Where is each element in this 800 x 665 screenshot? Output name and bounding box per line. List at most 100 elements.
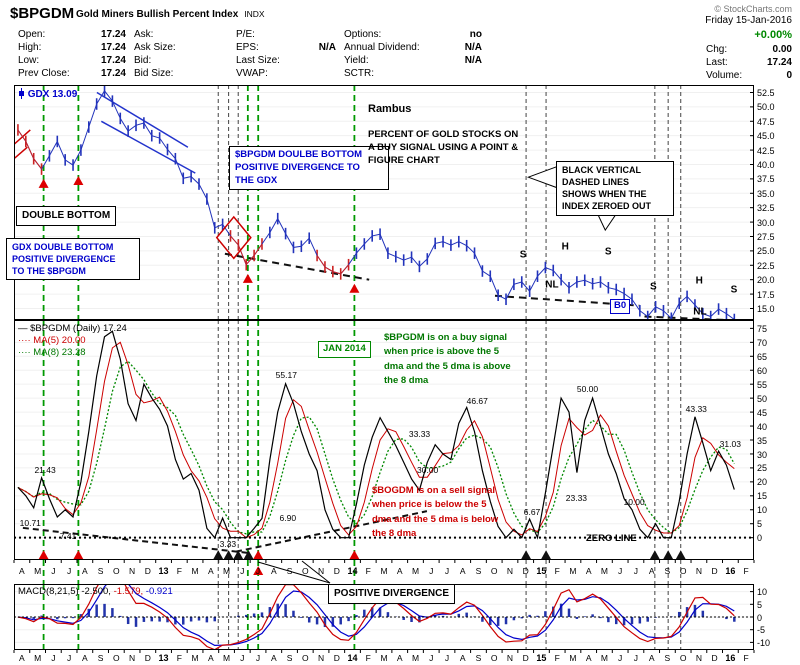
x-axis-label: S — [97, 653, 104, 663]
x-axis-label: M — [223, 653, 231, 663]
y-axis-tick: 40.0 — [757, 160, 775, 170]
jan-2014-annotation: JAN 2014 — [318, 341, 371, 358]
stat-label: Volume: — [706, 70, 743, 81]
value-label: 50.00 — [576, 384, 599, 395]
index-name: Gold Miners Bullish Percent Index INDX — [76, 9, 265, 20]
quote-label: Open: — [18, 29, 46, 40]
quote-value: 17.24 — [100, 42, 126, 53]
dotted-line-icon: ···· — [18, 335, 31, 346]
quote-value — [300, 29, 336, 40]
x-axis-label: O — [490, 653, 498, 663]
x-axis-label: J — [66, 566, 72, 576]
x-axis-label: O — [301, 566, 309, 576]
x-axis-label: N — [317, 653, 325, 663]
y-axis-tick: 17.5 — [757, 289, 775, 300]
quote-value: 17.24 — [100, 68, 126, 79]
header-stat-row: Volume: 0 — [706, 70, 792, 83]
x-axis-label: F — [176, 566, 182, 576]
x-axis-label: O — [113, 566, 120, 576]
exchange-label: INDX — [244, 9, 265, 19]
quote-value — [300, 68, 336, 79]
header-stat-row: Chg: 0.00 — [706, 44, 792, 57]
value-label: 30.00 — [417, 465, 439, 476]
y-axis-tick: 10 — [757, 587, 768, 598]
x-axis-label: S — [475, 653, 482, 663]
x-axis-label: J — [618, 566, 623, 576]
macd-legend: MACD(8,21,5) -2.500, -1.579, -0.921 — [18, 586, 173, 597]
y-axis-tick: 25.0 — [757, 246, 775, 257]
x-axis-label: F — [365, 566, 371, 576]
x-axis-label: M — [600, 653, 608, 663]
x-axis-label: A — [648, 653, 655, 663]
line-icon: — — [18, 323, 28, 334]
y-axis-tick: 15 — [757, 491, 768, 502]
y-axis-tick: 5 — [757, 599, 763, 610]
quote-label: High: — [18, 42, 42, 53]
x-axis-label: 14 — [347, 653, 358, 663]
x-axis-label: O — [679, 653, 687, 663]
quote-label: Annual Dividend: — [344, 42, 420, 53]
x-axis-label: J — [618, 653, 623, 663]
quote-label: Ask: — [134, 29, 154, 40]
quote-label: SCTR: — [344, 68, 374, 79]
x-axis-label: N — [129, 653, 136, 663]
x-axis-label: J — [255, 653, 261, 663]
x-axis-label: N — [506, 566, 514, 576]
y-axis-tick: 70 — [757, 337, 768, 348]
x-axis-label: J — [240, 653, 245, 663]
candlestick-icon — [19, 88, 24, 99]
x-axis-label: M — [223, 566, 231, 576]
quote-label: Low: — [18, 55, 40, 66]
header-stats: Chg: 0.00 Last: 17.24 Volume: 0 — [706, 44, 792, 83]
y-axis-tick: 25 — [757, 463, 768, 474]
y-axis-tick: 40 — [757, 421, 768, 432]
x-axis-label: M — [569, 653, 577, 663]
y-axis-tick: 37.5 — [757, 174, 775, 185]
y-axis-tick: 20.0 — [757, 275, 775, 286]
quote-value: 17.24 — [100, 55, 126, 66]
x-axis-label: D — [333, 566, 340, 576]
x-axis-label: D — [144, 653, 151, 663]
ma5-legend-text: MA(5) 20.00 — [33, 335, 86, 346]
y-axis-tick: 52.5 — [757, 88, 775, 98]
quote-value — [300, 55, 336, 66]
y-axis-tick: 35 — [757, 435, 768, 446]
x-axis-label: D — [711, 566, 718, 576]
x-axis-label: S — [97, 566, 104, 576]
quote-value: N/A — [318, 42, 336, 53]
x-axis-label: M — [34, 566, 42, 576]
x-axis-label: O — [301, 653, 309, 663]
x-axis-label: M — [34, 653, 42, 663]
x-axis-label: A — [82, 653, 88, 663]
pattern-label: S — [730, 284, 738, 296]
quote-label: Bid: — [134, 55, 152, 66]
quote-value: N/A — [464, 55, 482, 66]
x-axis-label: A — [207, 566, 214, 576]
x-axis-label: J — [429, 566, 434, 576]
x-axis-label: D — [522, 566, 529, 576]
bpgdm-legend-text: $BPGDM (Daily) 17.24 — [30, 323, 127, 334]
dotted-line-icon: ···· — [18, 347, 31, 358]
stat-label: Last: — [706, 57, 728, 68]
x-axis-label: 15 — [536, 653, 547, 663]
y-axis-tick: 60 — [757, 365, 768, 376]
x-axis-label: M — [411, 653, 420, 663]
y-axis-tick: 45 — [757, 407, 768, 418]
y-axis-tick: 27.5 — [757, 232, 775, 242]
stat-value: 0 — [786, 70, 792, 81]
pattern-label: S — [519, 249, 527, 261]
pattern-label: S — [650, 281, 657, 293]
pattern-label: S — [604, 246, 612, 258]
macd-value-1: -2.500, — [81, 586, 111, 597]
x-axis-label: N — [317, 566, 325, 576]
x-axis-label: A — [270, 566, 277, 576]
x-axis-label: D — [144, 566, 151, 576]
macd-value-2: -1.579, — [113, 586, 144, 597]
pattern-label: NL — [693, 306, 707, 318]
quote-label: EPS: — [236, 42, 259, 53]
x-axis-label: D — [333, 653, 340, 663]
y-axis-tick: 0 — [757, 612, 763, 623]
x-axis-label: M — [411, 566, 420, 576]
value-label: 46.67 — [466, 395, 488, 406]
rambus-text: PERCENT OF GOLD STOCKS ON A BUY SIGNAL U… — [368, 129, 519, 167]
